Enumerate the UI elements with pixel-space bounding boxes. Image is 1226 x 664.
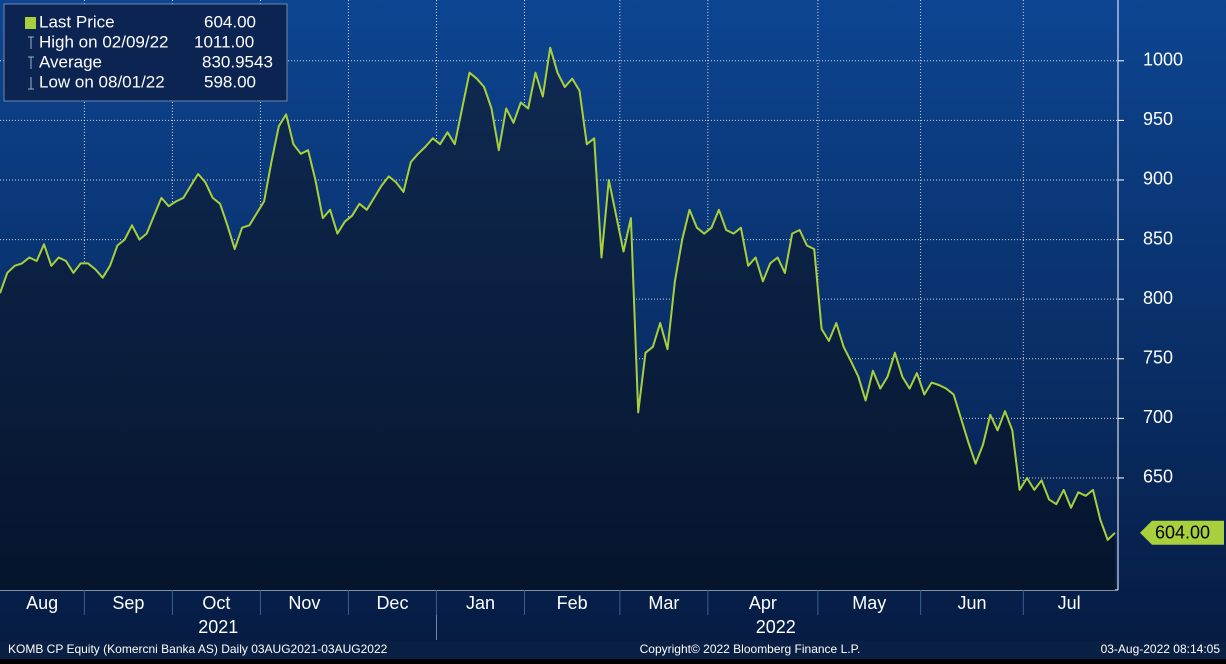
legend-icon xyxy=(28,56,34,69)
x-tick-label: Apr xyxy=(749,593,777,613)
x-tick-label: Feb xyxy=(557,593,588,613)
y-tick-label: 1000 xyxy=(1143,50,1183,70)
x-tick-label: Jun xyxy=(957,593,986,613)
x-tick-label: Oct xyxy=(202,593,230,613)
y-tick-label: 950 xyxy=(1143,109,1173,129)
legend-swatch xyxy=(25,17,36,29)
footer-center: Copyright© 2022 Bloomberg Finance L.P. xyxy=(640,642,861,656)
area xyxy=(0,47,1115,590)
legend-label: Average xyxy=(39,52,102,71)
year-label: 2022 xyxy=(756,617,796,637)
x-tick-label: Jan xyxy=(466,593,495,613)
footer-band xyxy=(0,641,1226,659)
year-label: 2021 xyxy=(198,617,238,637)
legend-box xyxy=(3,3,288,102)
x-tick-label: May xyxy=(852,593,886,613)
footer-right: 03-Aug-2022 08:14:05 xyxy=(1101,642,1221,656)
y-tick-label: 800 xyxy=(1143,288,1173,308)
legend-value: 604.00 xyxy=(204,12,256,31)
legend-label: Low on 08/01/22 xyxy=(39,72,165,91)
y-tick-label: 900 xyxy=(1143,169,1173,189)
legend-icon xyxy=(28,77,34,90)
legend-label: High on 02/09/22 xyxy=(39,32,169,51)
y-tick-label: 850 xyxy=(1143,228,1173,248)
x-tick-label: Aug xyxy=(26,593,58,613)
y-tick-label: 700 xyxy=(1143,407,1173,427)
x-tick-label: Mar xyxy=(648,593,679,613)
footer-left: KOMB CP Equity (Komercni Banka AS) Daily… xyxy=(8,642,388,656)
x-tick-label: Dec xyxy=(376,593,408,613)
legend: Last Price 604.00 High on 02/09/22 1011.00 A… xyxy=(3,3,288,102)
legend-value: 830.9543 xyxy=(202,52,273,71)
y-tick-label: 650 xyxy=(1143,467,1173,487)
last-price-label: 604.00 xyxy=(1155,523,1210,543)
legend-label: Last Price xyxy=(39,12,115,31)
legend-value: 1011.00 xyxy=(194,32,254,51)
legend-value: 598.00 xyxy=(204,72,256,91)
price-line xyxy=(0,46,1116,541)
x-tick-label: Nov xyxy=(288,593,320,613)
x-tick-label: Jul xyxy=(1058,593,1081,613)
plot xyxy=(0,0,1118,590)
y-tick-label: 750 xyxy=(1143,348,1173,368)
legend-icon xyxy=(28,36,34,49)
x-tick-label: Sep xyxy=(112,593,144,613)
last-price-tag xyxy=(1140,520,1224,545)
